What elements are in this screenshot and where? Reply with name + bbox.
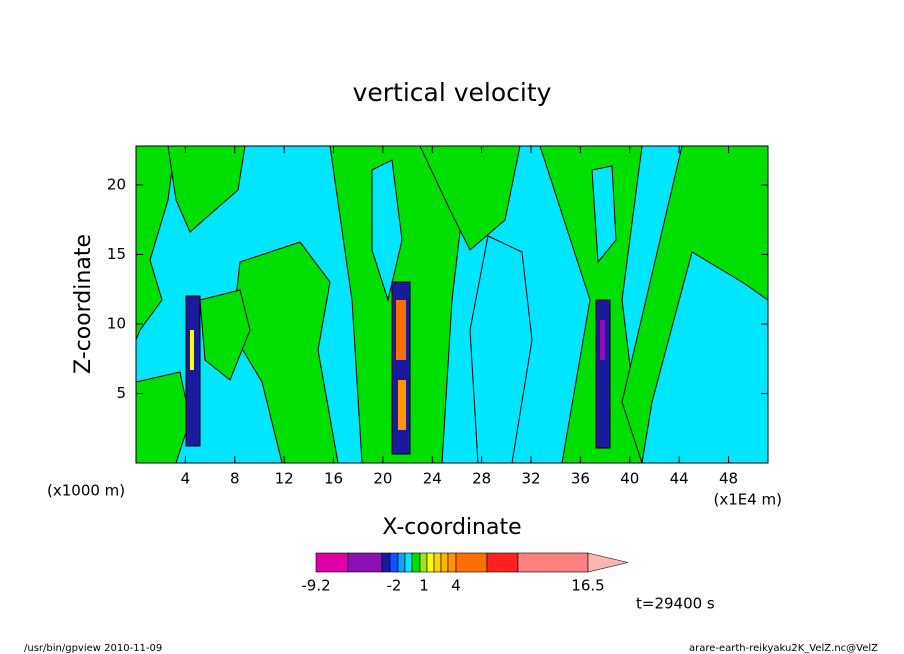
x-tick-label: 48 (719, 470, 738, 488)
y-tick-label: 10 (107, 314, 126, 332)
colorbar-tick-label: -2 (387, 577, 402, 595)
x-tick-label: 20 (373, 470, 392, 488)
contour-field (135, 145, 769, 464)
convective-columns (185, 281, 611, 455)
colorbar-segment (426, 552, 435, 573)
footer-left: /usr/bin/gpview 2010-11-09 (24, 643, 162, 654)
x-tick-label: 24 (423, 470, 442, 488)
colorbar-segment (419, 552, 428, 573)
x-tick-label: 12 (275, 470, 294, 488)
plot-frame (135, 145, 769, 464)
colorbar-segment (315, 552, 349, 573)
colorbar-segment (517, 552, 589, 573)
colorbar-segment (455, 552, 488, 573)
chart-title: vertical velocity (353, 78, 552, 107)
y-axis-label: Z-coordinate (71, 234, 96, 374)
colorbar-segment (447, 552, 457, 573)
y-tick-label: 15 (107, 245, 126, 263)
x-unit-left: (x1000 m) (47, 482, 125, 500)
x-tick-label: 16 (324, 470, 343, 488)
x-tick-label: 36 (571, 470, 590, 488)
x-tick-label: 8 (230, 470, 240, 488)
colorbar-tick-label: -9.2 (301, 577, 330, 595)
colorbar-tick-label: 4 (451, 577, 461, 595)
x-tick-label: 40 (620, 470, 639, 488)
colorbar-segment (347, 552, 383, 573)
x-tick-label: 4 (181, 470, 191, 488)
x-tick-label: 28 (472, 470, 491, 488)
colorbar-segment (397, 552, 406, 573)
annotation: t=29400 s (636, 595, 715, 613)
colorbar-segment (433, 552, 442, 573)
colorbar-segment (440, 552, 449, 573)
colorbar-segment (486, 552, 519, 573)
cyan-regions (371, 159, 617, 464)
footer-right: arare-earth-reikyaku2K_VelZ.nc@VelZ (689, 643, 878, 654)
x-unit-right: (x1E4 m) (713, 491, 782, 509)
y-tick-label: 5 (116, 384, 126, 402)
colorbar-tick-label: 1 (419, 577, 429, 595)
colorbar: -9.2 -2 1 4 16.5 (301, 552, 629, 595)
y-tick-label: 20 (107, 175, 126, 193)
colorbar-tick-label: 16.5 (571, 577, 604, 595)
colorbar-segment (389, 552, 399, 573)
colorbar-segment (404, 552, 413, 573)
x-tick-label: 44 (670, 470, 689, 488)
colorbar-arrow (587, 552, 629, 573)
colorbar-segment (381, 552, 391, 573)
x-tick-label: 32 (521, 470, 540, 488)
colorbar-segment (411, 552, 421, 573)
x-axis-label: X-coordinate (382, 515, 521, 540)
